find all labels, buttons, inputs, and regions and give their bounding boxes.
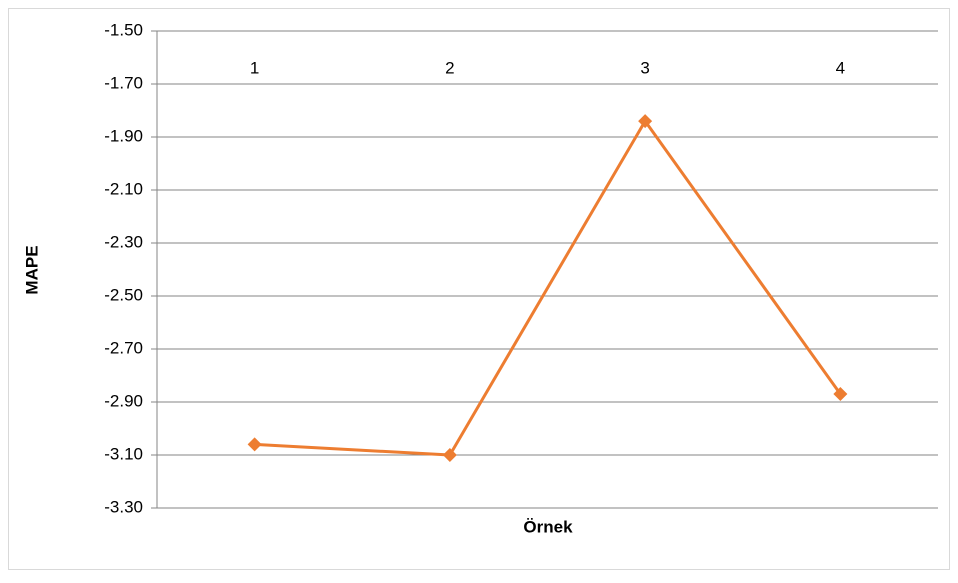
data-marker — [442, 448, 457, 462]
y-tick-label: -2.50 — [104, 285, 143, 304]
data-marker — [638, 114, 653, 129]
data-marker — [833, 387, 848, 402]
y-tick-label: -2.10 — [104, 179, 143, 198]
x-axis-title: Örnek — [523, 517, 573, 536]
y-tick-label: -3.30 — [104, 497, 143, 516]
y-tick-label: -2.70 — [104, 338, 143, 357]
y-tick-label: -3.10 — [104, 444, 143, 463]
y-axis-title: MAPE — [22, 245, 41, 294]
y-tick-label: -1.70 — [104, 73, 143, 92]
x-tick-label: 1 — [250, 58, 259, 77]
x-tick-label: 3 — [640, 58, 649, 77]
y-tick-label: -1.50 — [104, 20, 143, 39]
chart-border — [8, 8, 950, 570]
y-tick-label: -1.90 — [104, 126, 143, 145]
y-tick-label: -2.90 — [104, 391, 143, 410]
data-marker — [247, 437, 262, 452]
x-tick-label: 4 — [836, 58, 845, 77]
x-tick-label: 2 — [445, 58, 454, 77]
data-line — [254, 119, 842, 457]
y-tick-label: -2.30 — [104, 232, 143, 251]
